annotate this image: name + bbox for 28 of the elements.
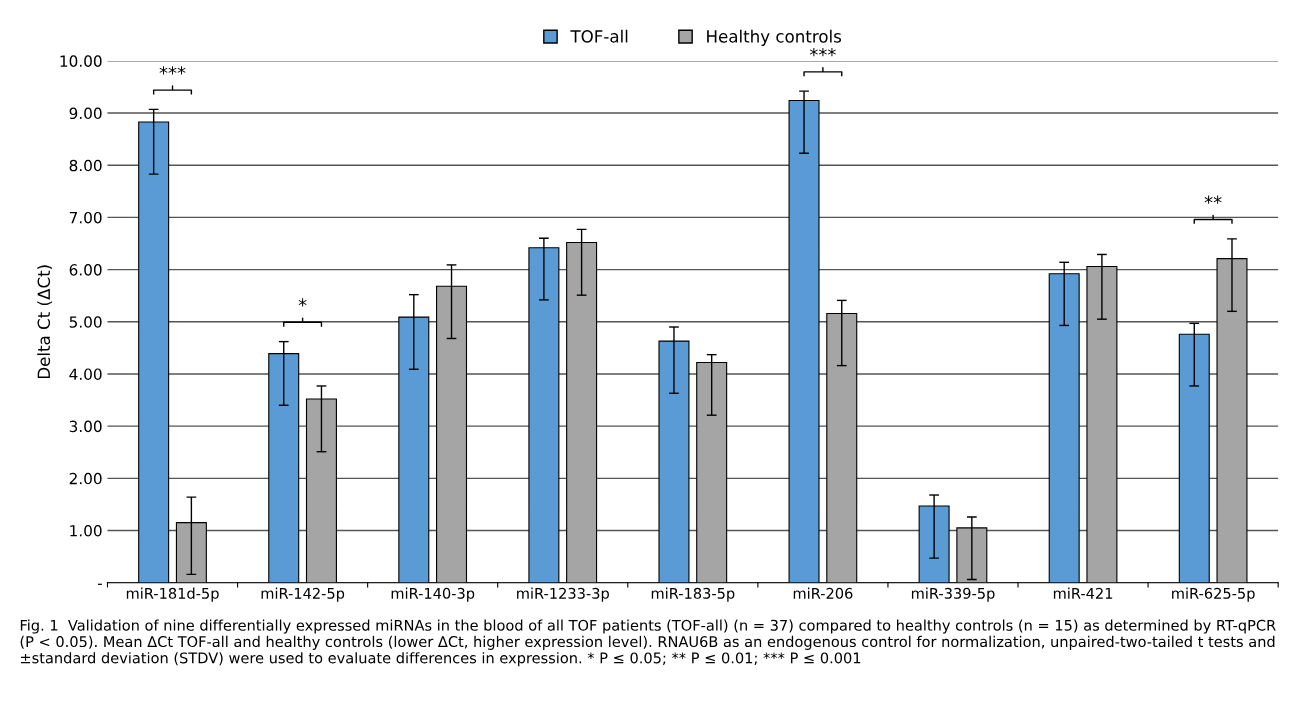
annotation: *** bbox=[159, 66, 186, 75]
x-tick-label: miR-339-5p bbox=[911, 587, 995, 602]
legend-label: Healthy controls bbox=[707, 29, 842, 46]
y-tick-label: - bbox=[97, 583, 102, 585]
caption: Fig. 1 Validation of nine differentially expressed miRNAs in the blood of all TOF patients (TOF-all) (n = 37) compared to healthy controls (n = 15) as determined by RT-qPCR (P < 0.05). Mean ΔCt TOF-all and healthy controls (lower ΔCt, higher expression level). RNAU6B as an endogenous control for normalization, unpaired-two-tailed t tests and ±standard deviation (STDV) were used to evaluate differences in expression. * P ≤ 0.05; ** P ≤ 0.01; *** P ≤ 0.001 bbox=[20, 619, 1276, 667]
x-tick-label: miR-183-5p bbox=[651, 587, 735, 602]
y-tick-label: 5.00 bbox=[69, 316, 102, 328]
x-tick-label: miR-421 bbox=[1053, 587, 1113, 599]
y-tick-label: 1.00 bbox=[70, 524, 102, 537]
y-tick-label: 3.00 bbox=[69, 420, 102, 433]
y-tick-label: 2.00 bbox=[69, 472, 102, 485]
y-tick-label: 6.00 bbox=[69, 264, 102, 276]
annotation: * bbox=[298, 298, 307, 307]
y-tick-label: 7.00 bbox=[69, 211, 102, 224]
y-axis-title: Delta Ct (ΔCt) bbox=[37, 265, 53, 379]
x-tick-label: miR-181d-5p bbox=[126, 587, 219, 602]
x-tick-label: miR-625-5p bbox=[1172, 587, 1255, 602]
annotation: ** bbox=[1204, 195, 1222, 204]
y-tick-label: 10.00 bbox=[60, 55, 102, 67]
y-tick-label: 8.00 bbox=[69, 159, 102, 172]
x-tick-label: miR-1233-3p bbox=[517, 587, 609, 602]
y-tick-label: 4.00 bbox=[69, 368, 102, 380]
x-tick-label: miR-140-3p bbox=[391, 587, 475, 602]
y-tick-label: 9.00 bbox=[69, 107, 102, 120]
x-tick-label: miR-206 bbox=[793, 587, 853, 599]
x-tick-label: miR-142-5p bbox=[261, 587, 345, 602]
legend-label: TOF-all bbox=[570, 29, 628, 43]
text: *** bbox=[809, 47, 836, 57]
